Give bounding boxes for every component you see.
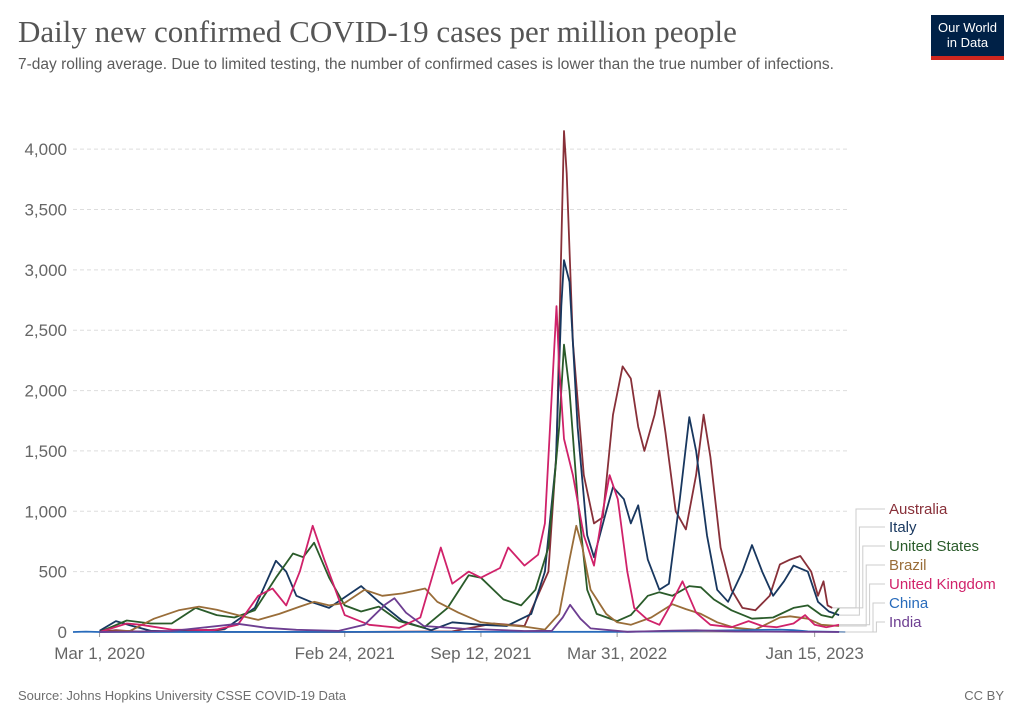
y-tick-label: 3,000 xyxy=(24,261,67,280)
legend-connector xyxy=(839,621,885,633)
y-tick-label: 0 xyxy=(58,623,67,642)
series-line-united-states xyxy=(99,343,840,633)
y-tick-label: 2,500 xyxy=(24,321,67,340)
y-tick-label: 1,000 xyxy=(24,502,67,521)
series-line-australia xyxy=(99,130,833,633)
legend-connector xyxy=(839,564,885,627)
chart-subtitle: 7-day rolling average. Due to limited te… xyxy=(18,56,834,73)
x-tick-label: Mar 31, 2022 xyxy=(567,644,667,663)
x-tick-label: Sep 12, 2021 xyxy=(430,644,531,663)
logo-line-1: Our World xyxy=(938,20,997,35)
x-tick-label: Mar 1, 2020 xyxy=(54,644,145,663)
series-line-india xyxy=(99,597,840,633)
legend-label: United Kingdom xyxy=(889,576,996,593)
y-tick-label: 3,500 xyxy=(24,201,67,220)
y-tick-label: 500 xyxy=(39,563,67,582)
legend-connector xyxy=(839,583,885,626)
y-tick-label: 1,500 xyxy=(24,442,67,461)
x-tick-label: Feb 24, 2021 xyxy=(295,644,395,663)
license-link[interactable]: CC BY xyxy=(964,688,1004,703)
series-line-italy xyxy=(99,259,840,633)
series-line-united-kingdom xyxy=(99,305,840,633)
y-tick-label: 4,000 xyxy=(24,140,67,159)
logo-line-2: in Data xyxy=(946,35,989,50)
legend-label: China xyxy=(889,595,929,612)
owid-logo[interactable]: Our World in Data xyxy=(931,15,1004,60)
legend-connector xyxy=(839,545,885,609)
legend-connector xyxy=(845,602,885,633)
source-note: Source: Johns Hopkins University CSSE CO… xyxy=(18,688,347,703)
legend-label: Italy xyxy=(889,519,917,536)
legend-label: Brazil xyxy=(889,557,927,574)
legend-label: Australia xyxy=(889,501,948,518)
y-tick-label: 2,000 xyxy=(24,382,67,401)
legend-label: India xyxy=(889,614,922,631)
legend-connector xyxy=(839,526,885,616)
legend-label: United States xyxy=(889,538,979,555)
series-line-brazil xyxy=(99,524,840,633)
legend-connector xyxy=(832,508,885,609)
chart-title: Daily new confirmed COVID-19 cases per m… xyxy=(18,14,737,49)
x-tick-label: Jan 15, 2023 xyxy=(765,644,863,663)
